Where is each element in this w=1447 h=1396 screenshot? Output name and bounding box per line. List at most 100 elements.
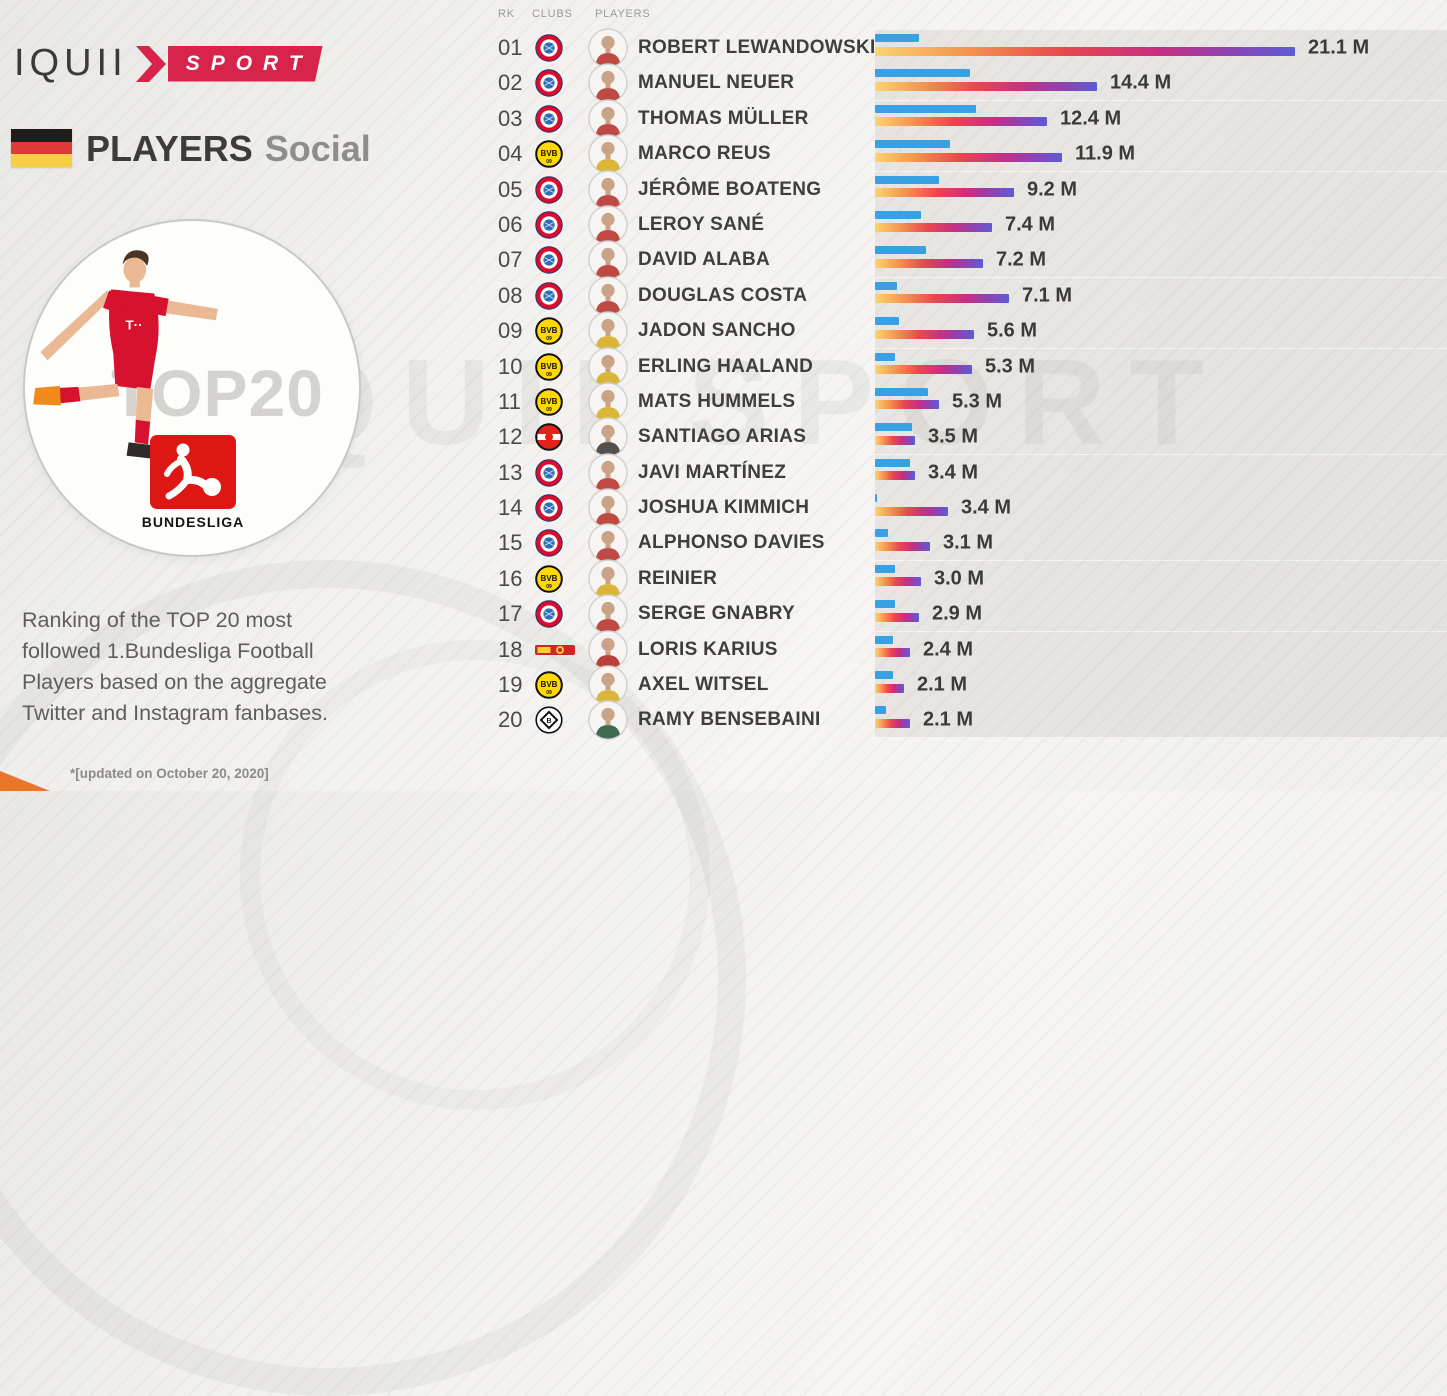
club-badge-bayern	[532, 105, 576, 133]
total-followers-label: 3.1 M	[943, 531, 994, 554]
twitter-bar	[875, 104, 976, 113]
rank-label: 11	[498, 388, 521, 414]
total-followers-label: 21.1 M	[1308, 36, 1370, 59]
instagram-bar	[875, 400, 939, 410]
total-followers-label: 3.4 M	[961, 496, 1012, 519]
club-badge-bayern	[532, 458, 576, 487]
player-avatar	[576, 417, 638, 458]
ranking-panel: RK CLUBS PLAYERS 01 ROBERT LEWANDOWSKI 21…	[488, 0, 1447, 760]
player-name: REINIER	[638, 567, 718, 589]
row-stripe	[875, 560, 1447, 596]
row-stripe	[875, 525, 1447, 561]
bar-group: 3.4 M	[875, 453, 1447, 493]
bar-group: 14.4 M	[875, 63, 1447, 103]
table-row: 01 ROBERT LEWANDOWSKI 21.1 M	[488, 28, 1447, 68]
svg-text:09: 09	[546, 584, 552, 590]
player-name: SANTIAGO ARIAS	[638, 426, 807, 448]
total-followers-label: 3.4 M	[928, 461, 979, 484]
rank-label: 05	[498, 176, 523, 202]
bar-group: 5.6 M	[875, 311, 1447, 351]
table-row: 17 SERGE GNABRY 2.9 M	[488, 594, 1447, 634]
svg-text:09: 09	[546, 372, 552, 378]
row-stripe	[875, 383, 1447, 419]
twitter-bar	[875, 387, 928, 396]
player-name: AXEL WITSEL	[638, 674, 769, 696]
club-badge-dortmund: BVB 09	[532, 140, 576, 168]
twitter-bar	[875, 600, 895, 609]
club-badge-bayern	[532, 529, 576, 558]
player-avatar	[576, 559, 638, 599]
table-row: 18 LORIS KARIUS 2.4 M	[488, 629, 1447, 670]
bar-group: 5.3 M	[875, 382, 1447, 422]
player-illustration: T··	[33, 250, 218, 460]
club-badge-bayern	[532, 246, 576, 275]
column-headers: RK CLUBS PLAYERS	[488, 0, 1447, 28]
rank-label: 17	[498, 601, 523, 627]
rank-label: 19	[498, 672, 523, 698]
club-badge-dortmund: BVB 09	[532, 352, 576, 381]
bar-group: 21.1 M	[875, 28, 1447, 68]
rank-label: 03	[498, 105, 523, 131]
twitter-bar	[875, 494, 877, 503]
player-name: DOUGLAS COSTA	[638, 284, 808, 306]
svg-text:BVB: BVB	[541, 149, 558, 158]
club-badge-bayern	[532, 175, 576, 204]
bar-group: 2.1 M	[875, 665, 1447, 705]
bar-group: 12.4 M	[875, 99, 1447, 139]
player-name: JÉRÔME BOATENG	[638, 178, 822, 200]
player-name: MANUEL NEUER	[638, 72, 795, 94]
total-followers-label: 2.4 M	[923, 638, 974, 661]
total-followers-label: 3.0 M	[934, 567, 985, 590]
total-followers-label: 5.3 M	[952, 390, 1003, 413]
twitter-bar	[875, 671, 893, 680]
table-row: 11 BVB 09 MATS HUMMELS 5.3 M	[488, 382, 1447, 422]
player-name: RAMY BENSEBAINI	[638, 709, 821, 731]
player-avatar	[576, 205, 638, 245]
bar-group: 2.1 M	[875, 700, 1447, 740]
total-followers-label: 2.1 M	[923, 708, 974, 731]
club-badge-dortmund: BVB 09	[532, 317, 576, 345]
instagram-bar	[875, 117, 1047, 127]
player-avatar	[576, 63, 638, 104]
total-followers-label: 11.9 M	[1075, 142, 1136, 165]
table-row: 07 DAVID ALABA 7.2 M	[488, 240, 1447, 281]
row-stripe	[875, 596, 1447, 632]
bar-group: 7.1 M	[875, 276, 1447, 316]
club-badge-gladbach: B	[532, 706, 576, 735]
instagram-bar	[875, 188, 1014, 198]
twitter-bar	[875, 564, 895, 573]
total-followers-label: 7.2 M	[996, 248, 1047, 271]
germany-flag-icon	[11, 129, 72, 167]
bar-group: 3.4 M	[875, 488, 1447, 528]
player-name: MARCO REUS	[638, 143, 771, 165]
brand-sport-flag: SPORT	[167, 45, 323, 82]
table-row: 08 DOUGLAS COSTA 7.1 M	[488, 275, 1447, 316]
bar-group: 9.2 M	[875, 170, 1447, 210]
bar-group: 3.0 M	[875, 559, 1447, 599]
chevron-right-icon	[135, 45, 166, 82]
instagram-bar	[875, 81, 1097, 91]
bar-group: 2.9 M	[875, 594, 1447, 634]
rank-label: 10	[498, 353, 523, 379]
rank-label: 06	[498, 211, 523, 237]
table-row: 19 BVB 09 AXEL WITSEL 2.1 M	[488, 665, 1447, 705]
row-stripe	[875, 490, 1447, 526]
twitter-bar	[875, 458, 910, 467]
twitter-bar	[875, 529, 888, 538]
page-title-main: PLAYERS	[86, 128, 253, 169]
instagram-bar	[875, 46, 1295, 56]
svg-text:BVB: BVB	[541, 362, 558, 371]
instagram-bar	[875, 541, 930, 551]
svg-text:09: 09	[546, 690, 552, 696]
twitter-bar	[875, 34, 919, 42]
instagram-bar	[875, 435, 915, 445]
svg-text:T··: T··	[126, 317, 143, 332]
twitter-bar	[875, 352, 895, 361]
row-stripe	[875, 667, 1447, 703]
player-name: JAVI MARTÍNEZ	[638, 461, 787, 483]
twitter-bar	[875, 281, 897, 290]
player-avatar	[576, 700, 638, 741]
rank-label: 07	[498, 247, 523, 273]
total-followers-label: 5.6 M	[987, 319, 1038, 342]
player-avatar	[576, 311, 638, 351]
